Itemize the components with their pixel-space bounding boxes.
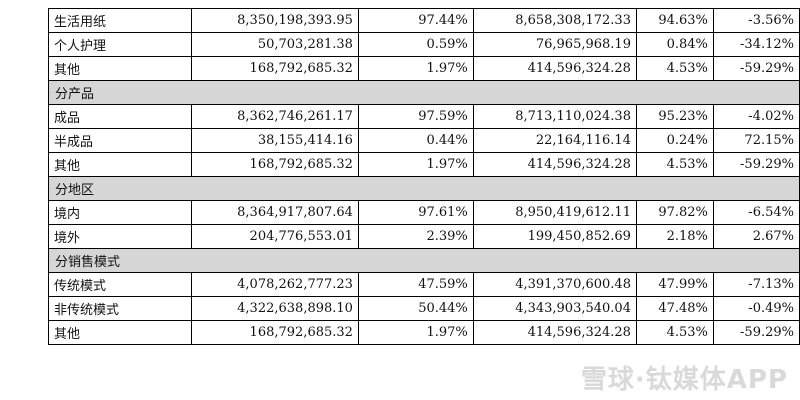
- current-amount-cell: 8,364,917,807.64: [190, 200, 359, 225]
- prior-share-cell: 0.24%: [635, 128, 714, 153]
- row-label-cell: 境外: [48, 224, 192, 249]
- current-share-cell: 0.44%: [357, 128, 474, 153]
- revenue-breakdown-table: 生活用纸 8,350,198,393.95 97.44% 8,658,308,172.…: [48, 8, 800, 345]
- yoy-change-cell: -59.29%: [712, 320, 800, 345]
- table-row: 境外 204,776,553.01 2.39% 199,450,852.69 2.18%…: [48, 224, 800, 249]
- yoy-change-cell: -59.29%: [712, 152, 800, 177]
- row-label-cell: 非传统模式: [48, 296, 192, 321]
- current-share-cell: 2.39%: [357, 224, 474, 249]
- yoy-change-cell: -4.02%: [712, 104, 800, 129]
- prior-share-cell: 95.23%: [635, 104, 714, 129]
- current-amount-cell: 168,792,685.32: [190, 320, 359, 345]
- prior-amount-cell: 8,713,110,024.38: [472, 104, 637, 129]
- row-label-cell: 个人护理: [48, 32, 192, 57]
- prior-amount-cell: 4,343,903,540.04: [472, 296, 637, 321]
- yoy-change-cell: -7.13%: [712, 272, 800, 297]
- prior-share-cell: 97.82%: [635, 200, 714, 225]
- table-body: 生活用纸 8,350,198,393.95 97.44% 8,658,308,172.…: [48, 8, 800, 345]
- current-amount-cell: 168,792,685.32: [190, 152, 359, 177]
- prior-share-cell: 94.63%: [635, 8, 714, 33]
- prior-amount-cell: 414,596,324.28: [472, 320, 637, 345]
- table-row: 非传统模式 4,322,638,898.10 50.44% 4,343,903,540…: [48, 296, 800, 321]
- current-share-cell: 1.97%: [357, 320, 474, 345]
- yoy-change-cell: -0.49%: [712, 296, 800, 321]
- section-label: 分产品: [48, 80, 800, 105]
- prior-share-cell: 2.18%: [635, 224, 714, 249]
- prior-share-cell: 47.99%: [635, 272, 714, 297]
- prior-amount-cell: 8,658,308,172.33: [472, 8, 637, 33]
- table-row: 传统模式 4,078,262,777.23 47.59% 4,391,370,600.…: [48, 272, 800, 297]
- current-share-cell: 97.59%: [357, 104, 474, 129]
- table-row: 其他 168,792,685.32 1.97% 414,596,324.28 4.53%…: [48, 56, 800, 81]
- yoy-change-cell: 72.15%: [712, 128, 800, 153]
- current-amount-cell: 4,078,262,777.23: [190, 272, 359, 297]
- row-label-cell: 半成品: [48, 128, 192, 153]
- table-row: 其他 168,792,685.32 1.97% 414,596,324.28 4.53%…: [48, 320, 800, 345]
- yoy-change-cell: -59.29%: [712, 56, 800, 81]
- section-label: 分地区: [48, 176, 800, 201]
- current-amount-cell: 168,792,685.32: [190, 56, 359, 81]
- current-amount-cell: 8,350,198,393.95: [190, 8, 359, 33]
- row-label-cell: 传统模式: [48, 272, 192, 297]
- prior-share-cell: 4.53%: [635, 56, 714, 81]
- current-amount-cell: 50,703,281.38: [190, 32, 359, 57]
- prior-amount-cell: 199,450,852.69: [472, 224, 637, 249]
- table-row: 其他 168,792,685.32 1.97% 414,596,324.28 4.53%…: [48, 152, 800, 177]
- table-row: 生活用纸 8,350,198,393.95 97.44% 8,658,308,172.…: [48, 8, 800, 33]
- section-label: 分销售模式: [48, 248, 800, 273]
- prior-amount-cell: 414,596,324.28: [472, 56, 637, 81]
- table-row: 个人护理 50,703,281.38 0.59% 76,965,968.19 0.84%…: [48, 32, 800, 57]
- row-label-cell: 境内: [48, 200, 192, 225]
- row-label-cell: 其他: [48, 56, 192, 81]
- prior-share-cell: 4.53%: [635, 320, 714, 345]
- prior-amount-cell: 22,164,116.14: [472, 128, 637, 153]
- prior-share-cell: 0.84%: [635, 32, 714, 57]
- row-label-cell: 生活用纸: [48, 8, 192, 33]
- current-share-cell: 97.61%: [357, 200, 474, 225]
- prior-amount-cell: 8,950,419,612.11: [472, 200, 637, 225]
- table-row: 成品 8,362,746,261.17 97.59% 8,713,110,024.38…: [48, 104, 800, 129]
- section-header-row: 分产品: [48, 80, 800, 105]
- current-share-cell: 47.59%: [357, 272, 474, 297]
- section-header-row: 分销售模式: [48, 248, 800, 273]
- table-row: 半成品 38,155,414.16 0.44% 22,164,116.14 0.24% 7…: [48, 128, 800, 153]
- yoy-change-cell: -6.54%: [712, 200, 800, 225]
- watermark-logo: 雪球·钛媒体APP: [580, 365, 788, 395]
- current-share-cell: 0.59%: [357, 32, 474, 57]
- current-amount-cell: 38,155,414.16: [190, 128, 359, 153]
- current-share-cell: 1.97%: [357, 152, 474, 177]
- prior-share-cell: 47.48%: [635, 296, 714, 321]
- current-share-cell: 97.44%: [357, 8, 474, 33]
- row-label-cell: 其他: [48, 320, 192, 345]
- current-share-cell: 50.44%: [357, 296, 474, 321]
- current-amount-cell: 204,776,553.01: [190, 224, 359, 249]
- row-label-cell: 其他: [48, 152, 192, 177]
- yoy-change-cell: 2.67%: [712, 224, 800, 249]
- table-row: 境内 8,364,917,807.64 97.61% 8,950,419,612.11…: [48, 200, 800, 225]
- current-amount-cell: 8,362,746,261.17: [190, 104, 359, 129]
- section-header-row: 分地区: [48, 176, 800, 201]
- prior-amount-cell: 76,965,968.19: [472, 32, 637, 57]
- current-share-cell: 1.97%: [357, 56, 474, 81]
- current-amount-cell: 4,322,638,898.10: [190, 296, 359, 321]
- yoy-change-cell: -34.12%: [712, 32, 800, 57]
- yoy-change-cell: -3.56%: [712, 8, 800, 33]
- row-label-cell: 成品: [48, 104, 192, 129]
- prior-amount-cell: 414,596,324.28: [472, 152, 637, 177]
- prior-share-cell: 4.53%: [635, 152, 714, 177]
- prior-amount-cell: 4,391,370,600.48: [472, 272, 637, 297]
